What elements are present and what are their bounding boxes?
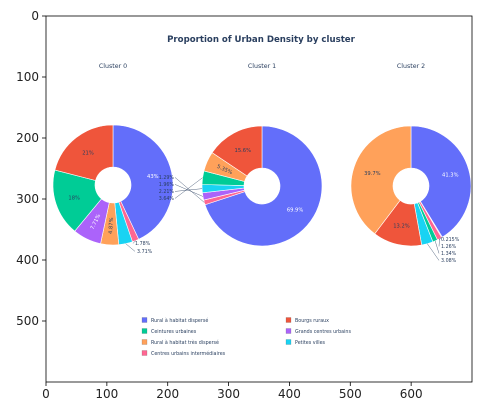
x-tick-label: 100 <box>95 387 118 401</box>
x-tick-label: 400 <box>278 387 301 401</box>
y-tick-label: 100 <box>16 70 39 84</box>
leader-line <box>427 243 440 261</box>
slice-label-outside: 1.96% <box>159 182 175 188</box>
leader-line <box>174 184 204 197</box>
y-tick-label: 400 <box>16 253 39 267</box>
pie-slice <box>54 124 114 181</box>
slice-label-outside: 3.71% <box>137 249 153 255</box>
legend-item: Ceintures urbaines <box>141 328 197 335</box>
slice-label: 13.2% <box>393 223 410 229</box>
pie-slice <box>112 124 174 240</box>
legend-swatch <box>141 350 148 356</box>
legend-swatch <box>285 328 292 334</box>
slice-label-outside: 1.34% <box>441 251 457 257</box>
slice-label: 43% <box>147 174 159 180</box>
y-tick-label: 200 <box>16 131 39 145</box>
slice-label-outside: 2.21% <box>159 189 175 195</box>
pie-subtitle: Cluster 1 <box>248 63 276 70</box>
slice-label-outside: 1.26% <box>441 244 457 250</box>
slice-label-outside: 3.08% <box>441 258 457 264</box>
x-tick-label: 500 <box>339 387 362 401</box>
pie-slice <box>211 125 263 177</box>
legend: Rural à habitat dispersé Ceintures urbain… <box>141 317 351 357</box>
leader-line <box>438 238 440 247</box>
pie-slice <box>410 125 472 238</box>
slice-label: 21% <box>82 151 94 157</box>
x-tick-label: 600 <box>400 387 423 401</box>
pie-3: Cluster 2 41.3% 13.2% 39.7% 0.215%1.26%1.34%… <box>350 63 472 264</box>
slice-label-outside: 0.215% <box>441 237 460 243</box>
legend-label: Grands centres urbains <box>295 329 351 335</box>
legend-label: Ceintures urbaines <box>151 329 197 335</box>
legend-label: Bourgs ruraux <box>295 318 329 324</box>
slice-label: 41.3% <box>442 173 459 179</box>
legend-label: Petites villes <box>295 340 326 346</box>
legend-label: Rural à habitat dispersé <box>151 317 208 324</box>
slice-label: 39.7% <box>364 171 381 177</box>
leader-line <box>174 177 203 199</box>
pie-1: Cluster 043%4.87%7.71%18%21%1.78%3.71% <box>52 63 174 255</box>
legend-item: Centres urbains intermédiaires <box>141 350 226 357</box>
y-tick-label: 500 <box>16 314 39 328</box>
slice-label: 4.87% <box>108 217 115 234</box>
slice-label: 18% <box>68 195 80 201</box>
y-tick-label: 300 <box>16 192 39 206</box>
plot-frame <box>45 15 473 383</box>
pie-subtitle: Cluster 2 <box>397 63 425 70</box>
x-tick-label: 300 <box>217 387 240 401</box>
chart-title: Proportion of Urban Density by cluster <box>167 35 356 45</box>
legend-swatch <box>141 328 148 334</box>
axis-ticks: 0 100 200 300 400 500 600 0 100 200 300 400 500 <box>16 9 423 401</box>
y-tick-label: 0 <box>31 9 39 23</box>
leader-line <box>132 240 136 244</box>
pie-slice <box>204 125 323 247</box>
slice-label-outside: 1.29% <box>159 175 175 181</box>
slice-label-outside: 1.78% <box>135 241 151 247</box>
slice-label-outside: 3.64% <box>159 196 175 202</box>
leader-line <box>125 243 136 252</box>
pie-charts: Cluster 043%4.87%7.71%18%21%1.78%3.71%Cl… <box>52 63 472 264</box>
leader-line <box>434 240 440 254</box>
legend-item: Rural à habitat dispersé <box>141 317 208 324</box>
pie-slice <box>52 169 102 232</box>
legend-label: Rural à habitat très dispersé <box>151 339 219 346</box>
slice-label: 69.9% <box>287 208 304 214</box>
leader-line <box>174 188 203 192</box>
legend-item: Rural à habitat très dispersé <box>141 339 219 346</box>
x-tick-label: 0 <box>42 387 50 401</box>
x-tick-label: 200 <box>156 387 179 401</box>
slice-label: 15.6% <box>235 148 252 154</box>
legend-item: Grands centres urbains <box>285 328 351 335</box>
legend-item: Petites villes <box>285 339 326 346</box>
legend-swatch <box>285 339 292 345</box>
legend-swatch <box>141 339 148 345</box>
pie-subtitle: Cluster 0 <box>99 63 127 70</box>
pie-slice <box>350 125 412 235</box>
pie-2: Cluster 169.9%5.35%15.6%1.29%1.96%2.21%3… <box>159 63 323 247</box>
legend-label: Centres urbains intermédiaires <box>151 350 226 357</box>
legend-swatch <box>141 317 148 323</box>
legend-swatch <box>285 317 292 323</box>
legend-item: Bourgs ruraux <box>285 317 329 324</box>
